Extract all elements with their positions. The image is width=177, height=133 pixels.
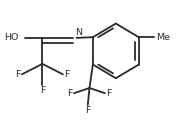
Text: F: F bbox=[15, 70, 20, 79]
Text: HO: HO bbox=[4, 33, 18, 42]
Text: F: F bbox=[67, 89, 72, 98]
Text: N: N bbox=[75, 28, 82, 37]
Text: F: F bbox=[107, 89, 112, 98]
Text: F: F bbox=[85, 106, 90, 115]
Text: F: F bbox=[40, 86, 45, 95]
Text: Me: Me bbox=[156, 33, 170, 42]
Text: F: F bbox=[65, 70, 70, 79]
